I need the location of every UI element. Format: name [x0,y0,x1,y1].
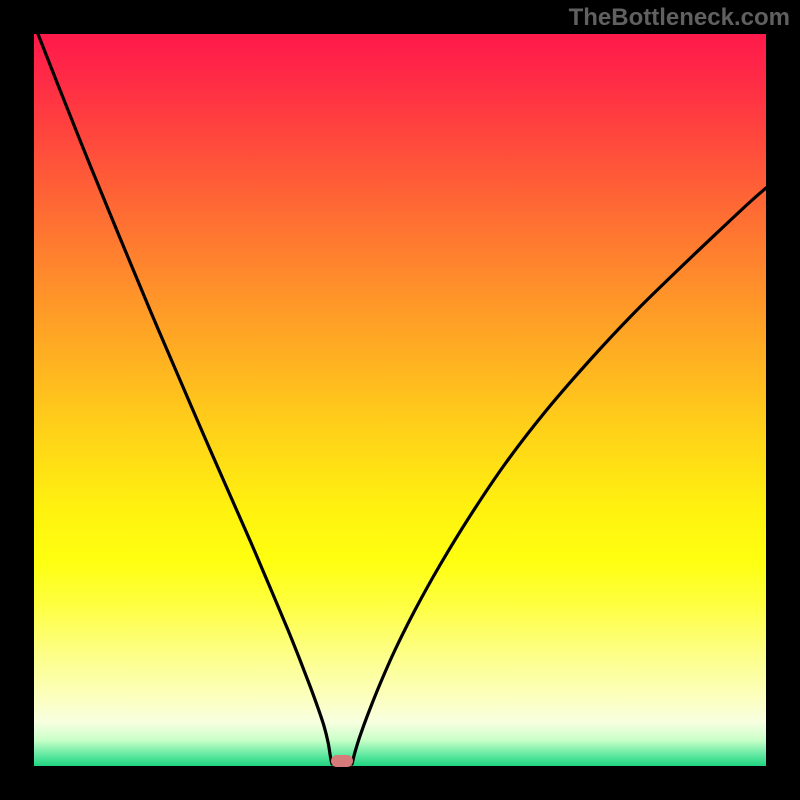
optimum-marker [331,755,353,767]
curve-right-branch [352,188,766,764]
watermark-text: TheBottleneck.com [569,4,790,32]
curve-left-branch [38,34,332,764]
plot-area [34,34,766,766]
bottleneck-curve [34,34,766,766]
